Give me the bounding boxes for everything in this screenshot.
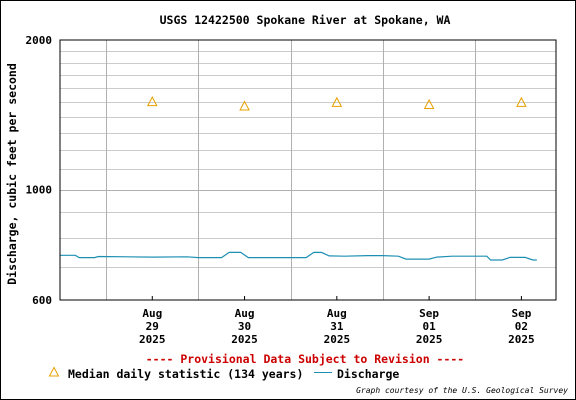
legend-median-triangle-icon: [48, 366, 60, 377]
provisional-note: ---- Provisional Data Subject to Revisio…: [146, 352, 465, 366]
y-tick-label: 1000: [26, 184, 53, 197]
x-tick-label: 2025: [324, 333, 351, 346]
y-tick-label: 2000: [26, 34, 53, 47]
usgs-credit: Graph courtesy of the U.S. Geological Su…: [356, 386, 568, 395]
y-axis-label: Discharge, cubic feet per second: [5, 63, 19, 285]
x-tick-label: 31: [330, 320, 344, 333]
x-tick-label: 02: [515, 320, 528, 333]
x-axis-ticks: Aug292025Aug302025Aug312025Sep012025Sep0…: [139, 296, 535, 346]
median-marker: [331, 96, 343, 107]
x-tick-label: 2025: [139, 333, 166, 346]
x-tick-label: 2025: [416, 333, 443, 346]
x-tick-label: 01: [422, 320, 436, 333]
chart-title: USGS 12422500 Spokane River at Spokane, …: [160, 13, 451, 27]
y-tick-label: 600: [32, 294, 52, 307]
x-tick-label: 29: [146, 320, 159, 333]
legend: Median daily statistic (134 years) Disch…: [48, 366, 399, 381]
legend-discharge-label: Discharge: [337, 367, 399, 381]
median-markers: [146, 96, 527, 111]
x-tick-label: 2025: [231, 333, 258, 346]
x-tick-label: 2025: [508, 333, 535, 346]
x-tick-label: Sep: [419, 307, 439, 320]
discharge-line: [60, 251, 537, 261]
x-tick-label: Aug: [235, 307, 255, 320]
x-tick-label: Sep: [511, 307, 531, 320]
x-tick-label: 30: [238, 320, 251, 333]
discharge-line-layer: [60, 251, 537, 261]
plot-grid: [60, 40, 556, 300]
x-tick-label: Aug: [142, 307, 162, 320]
x-tick-label: Aug: [327, 307, 347, 320]
legend-median-label: Median daily statistic (134 years): [68, 367, 303, 381]
median-marker: [239, 100, 250, 111]
median-marker: [516, 96, 527, 107]
median-marker: [423, 98, 435, 110]
plot-frame: [59, 39, 557, 301]
y-axis-ticks: 600 1000 2000: [26, 34, 53, 307]
median-marker: [146, 96, 158, 107]
